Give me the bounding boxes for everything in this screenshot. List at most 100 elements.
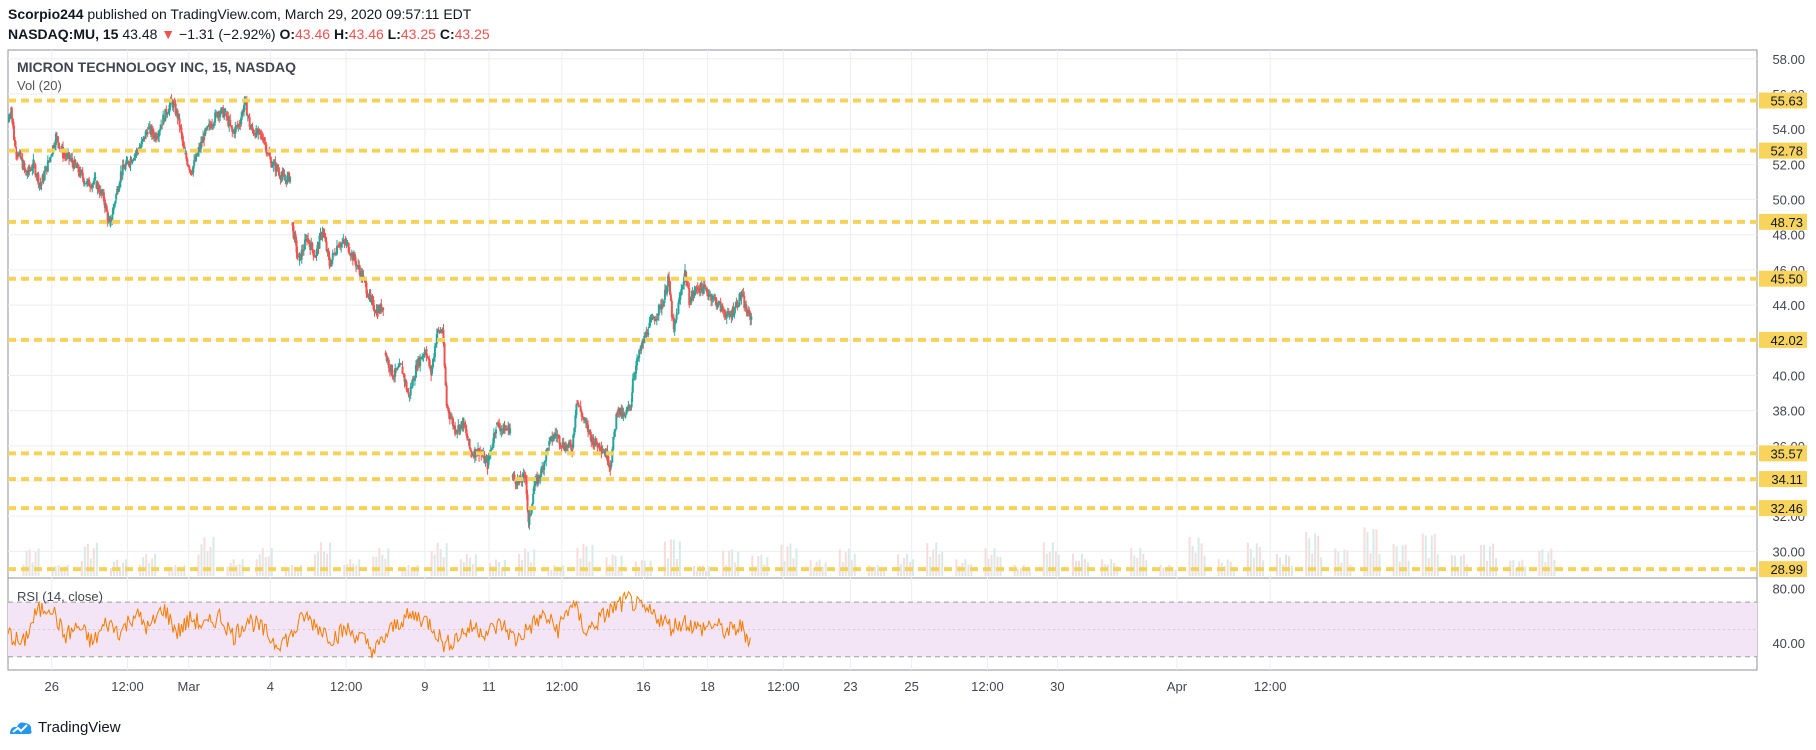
volume-bar xyxy=(258,554,261,576)
candle-body xyxy=(298,253,301,262)
tradingview-footer[interactable]: TradingView xyxy=(8,719,121,736)
candle-body xyxy=(302,249,305,252)
candle-body xyxy=(303,239,306,250)
candle-body xyxy=(471,454,474,456)
candle-body xyxy=(334,253,337,255)
candle-body xyxy=(613,431,616,437)
candle-body xyxy=(238,124,241,127)
candle-body xyxy=(630,404,633,408)
candle-body xyxy=(696,288,699,290)
volume-bar xyxy=(576,548,579,576)
candle-body xyxy=(546,448,549,451)
candle-body xyxy=(412,378,415,381)
candle-body xyxy=(368,293,371,298)
volume-bar xyxy=(1048,552,1051,576)
candle-body xyxy=(581,416,584,418)
close-value: 43.25 xyxy=(454,26,490,42)
time-tick-label: 18 xyxy=(700,679,714,694)
volume-bar xyxy=(407,564,410,576)
volume-bar xyxy=(646,569,649,576)
candle-body xyxy=(277,169,280,172)
volume-bar xyxy=(533,549,536,576)
volume-bar xyxy=(731,549,734,576)
candle-body xyxy=(266,152,269,154)
volume-bar xyxy=(1492,543,1495,576)
candle-body xyxy=(591,437,594,443)
candle-body xyxy=(19,151,22,159)
candle-body xyxy=(338,243,341,247)
volume-bar xyxy=(524,548,527,576)
candle-body xyxy=(339,246,342,248)
candle-body xyxy=(109,217,112,226)
volume-bar xyxy=(643,560,646,576)
candle-body xyxy=(53,144,56,148)
volume-bar xyxy=(1553,559,1556,576)
volume-bar xyxy=(780,544,783,576)
volume-bar xyxy=(562,565,565,576)
volume-bar xyxy=(550,569,553,576)
candle-body xyxy=(657,305,660,316)
candle-body xyxy=(708,294,711,297)
candle-body xyxy=(432,357,435,359)
candle-body xyxy=(553,433,556,439)
candle-body xyxy=(248,117,251,127)
volume-bar xyxy=(1480,544,1483,576)
candle-body xyxy=(404,381,407,383)
volume-bar xyxy=(1547,552,1550,576)
volume-bar xyxy=(1191,545,1194,576)
candle-body xyxy=(535,477,538,480)
candle-body xyxy=(155,134,158,141)
candle-body xyxy=(321,231,324,237)
down-arrow-icon: ▼ xyxy=(161,26,176,42)
candle-body xyxy=(193,159,196,166)
candle-body xyxy=(586,422,589,425)
volume-bar xyxy=(824,562,827,576)
candle-body xyxy=(612,436,615,450)
candle-body xyxy=(608,464,611,466)
rsi-legend: RSI (14, close) xyxy=(17,589,103,604)
volume-bar xyxy=(722,550,725,576)
candle-body xyxy=(746,311,749,316)
candle-body xyxy=(317,245,320,249)
candle-body xyxy=(677,302,680,314)
volume-bar xyxy=(1524,566,1527,576)
candle-body xyxy=(283,175,286,181)
candle-body xyxy=(396,367,399,371)
candle-body xyxy=(209,123,212,126)
volume-bar xyxy=(1276,553,1279,576)
candle-body xyxy=(118,181,121,188)
volume-bar xyxy=(900,563,903,576)
volume-bar xyxy=(1515,568,1518,576)
candle-body xyxy=(655,318,658,320)
candle-body xyxy=(66,153,69,157)
publisher-name[interactable]: Scorpio244 xyxy=(8,6,84,22)
candle-body xyxy=(121,164,124,176)
candle-body xyxy=(566,444,569,449)
candle-body xyxy=(148,126,151,128)
candle-body xyxy=(511,475,514,477)
volume-bar xyxy=(1311,553,1314,576)
volume-bar xyxy=(1285,554,1288,576)
volume-bar xyxy=(990,554,993,576)
candle-body xyxy=(454,425,457,435)
candle-body xyxy=(526,494,529,510)
volume-bar xyxy=(177,569,180,576)
candle-body xyxy=(74,160,77,165)
volume-bar xyxy=(1110,559,1113,576)
candle-body xyxy=(325,241,328,251)
candle-body xyxy=(57,142,60,149)
candle-body xyxy=(675,314,678,320)
candle-body xyxy=(81,172,84,179)
candle-body xyxy=(286,175,289,184)
candle-body xyxy=(216,112,219,118)
candle-body xyxy=(67,152,70,154)
candle-body xyxy=(392,375,395,380)
candle-body xyxy=(125,159,128,165)
candle-body xyxy=(360,271,363,278)
candle-body xyxy=(725,314,728,319)
candle-body xyxy=(686,281,689,286)
volume-bar xyxy=(1343,549,1346,576)
volume-bar xyxy=(547,566,550,576)
volume-bar xyxy=(996,556,999,576)
